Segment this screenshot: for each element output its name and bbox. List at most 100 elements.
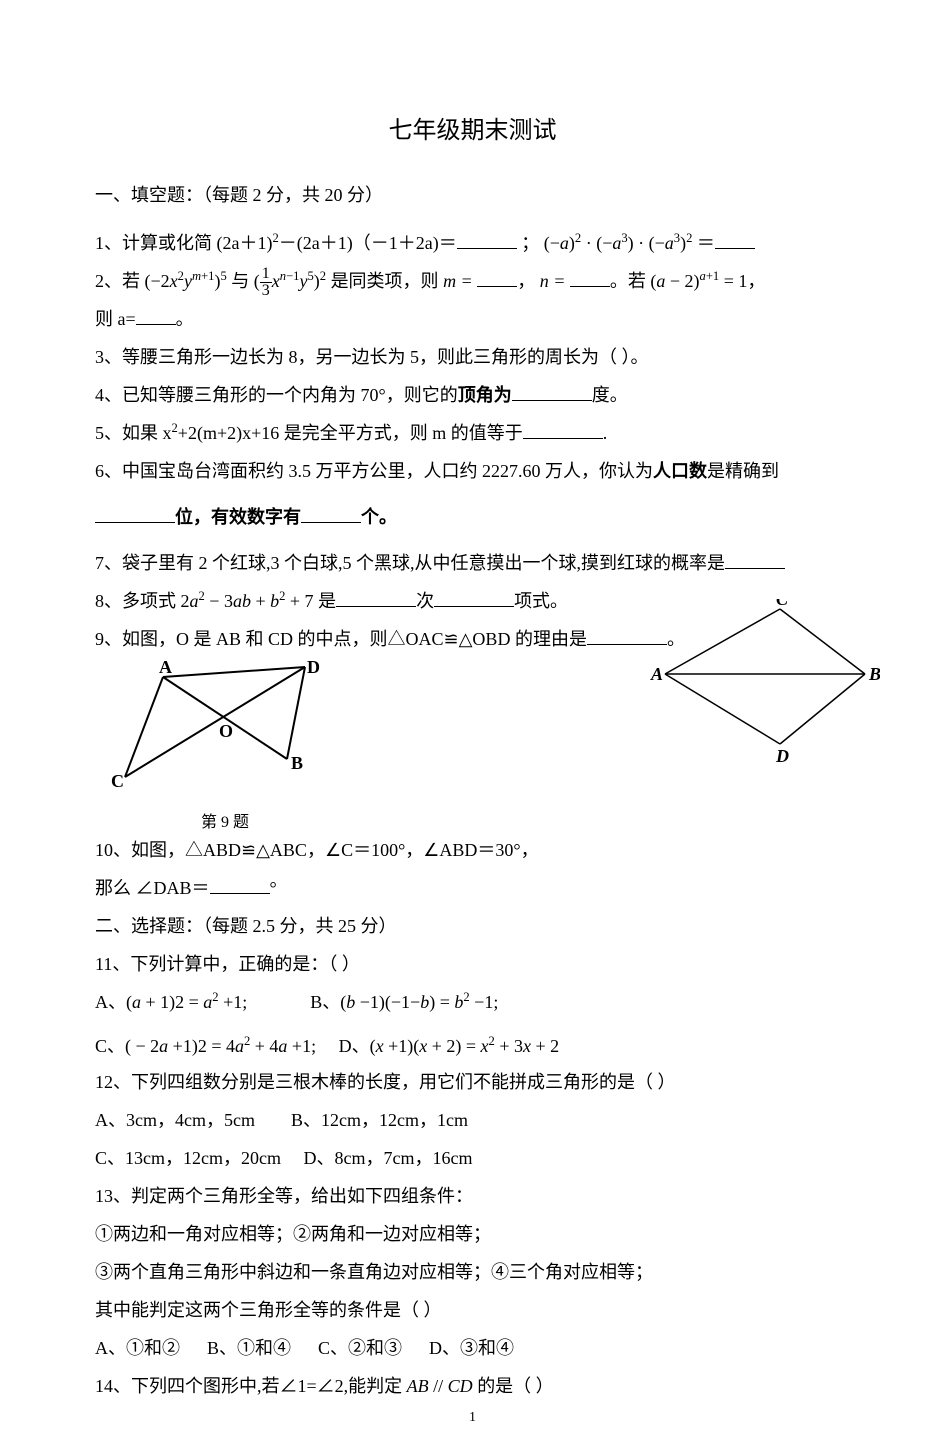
svg-text:A: A	[650, 664, 663, 684]
q2-mid1: 与	[231, 271, 249, 291]
question-4: 4、已知等腰三角形的一个内角为 70°，则它的顶角为度。	[95, 377, 850, 413]
question-2b: 则 a= 。	[95, 301, 850, 337]
figures-row: A D O B C 第 9 题 10、如图，△ABD≌△ABC，∠C＝100°，∠ABD…	[95, 659, 850, 906]
q7a: 7、袋子里有 2 个红球,3 个白球,5 个黑球,从中任意摸出一个球,摸到红球的…	[95, 553, 725, 573]
section-2-header: 二、选择题：（每题 2.5 分，共 25 分）	[95, 908, 850, 944]
question-6b: 位，有效数字有个。	[95, 499, 850, 535]
q12b: B、12cm，12cm，1cm	[291, 1110, 468, 1130]
q2-blank-m	[477, 268, 517, 287]
q2-comma: ，	[517, 271, 535, 291]
q2b-text: 则 a=	[95, 309, 136, 329]
q2-period: 。若	[610, 271, 646, 291]
q8-blank2	[434, 588, 514, 607]
q11a: (a + 1)2 = a2 +1;	[126, 992, 247, 1012]
q11-options-row2: C、( − 2a +1)2 = 4a2 + 4a +1; D、(x +1)(x …	[95, 1028, 850, 1064]
q10-blank	[210, 875, 270, 894]
question-13: 13、判定两个三角形全等，给出如下四组条件：	[95, 1178, 850, 1214]
q4-blank	[512, 382, 592, 401]
question-7: 7、袋子里有 2 个红球,3 个白球,5 个黑球,从中任意摸出一个球,摸到红球的…	[95, 545, 850, 581]
q12c: C、13cm，12cm，20cm	[95, 1148, 281, 1168]
q6c: 是精确到	[707, 461, 779, 481]
q13d: D、③和④	[429, 1338, 514, 1358]
svg-text:A: A	[159, 659, 172, 677]
q10b: 那么 ∠DAB＝	[95, 878, 210, 898]
question-5: 5、如果 x2+2(m+2)x+16 是完全平方式，则 m 的值等于.	[95, 415, 850, 451]
q13-cond3: 其中能判定这两个三角形全等的条件是（ ）	[95, 1292, 850, 1328]
exam-page: 七年级期末测试 一、填空题：（每题 2 分，共 20 分） 1、计算或化简 (2…	[0, 0, 945, 1446]
page-number: 1	[469, 1410, 476, 1426]
q11c-label: C、	[95, 1036, 125, 1056]
q8f: 项式。	[514, 591, 568, 611]
svg-text:C: C	[111, 771, 124, 791]
q6-blank2	[301, 504, 361, 523]
q12d: D、8cm，7cm，16cm	[303, 1148, 472, 1168]
q6-blank1	[95, 504, 175, 523]
q1-text: 1、计算或化简 (2a＋1)	[95, 233, 272, 253]
question-1: 1、计算或化简 (2a＋1)2－(2a＋1)（－1＋2a)＝ ； (−a)2 ·…	[95, 225, 850, 261]
q1-end: ＝	[697, 233, 715, 253]
q11d: (x +1)(x + 2) = x2 + 3x + 2	[370, 1036, 560, 1056]
q1-blank2	[715, 230, 755, 249]
q12-row2: C、13cm，12cm，20cm D、8cm，7cm，16cm	[95, 1140, 850, 1176]
q1-expr2: (−a)2 · (−a3) · (−a3)2	[544, 233, 697, 253]
q13-cond1: ①两边和一角对应相等；②两角和一边对应相等；	[95, 1216, 850, 1252]
q6b: 人口数	[653, 461, 707, 481]
q5b: +2(m+2)x+16 是完全平方式，则 m 的值等于	[178, 423, 523, 443]
q9a: 9、如图，O 是 AB 和 CD 的中点，则△OAC≌△OBD 的理由是	[95, 629, 587, 649]
question-12: 12、下列四组数分别是三根木棒的长度，用它们不能拼成三角形的是（ ）	[95, 1064, 850, 1100]
question-10b: 那么 ∠DAB＝ °	[95, 870, 850, 906]
q2-end: ，	[747, 271, 765, 291]
q14-text: 14、下列四个图形中,若∠1=∠2,能判定 AB // CD 的是（ ）	[95, 1376, 554, 1396]
figure-9-caption: 第 9 题	[95, 808, 355, 832]
q5-blank	[523, 420, 603, 439]
q4b: 顶角为	[458, 385, 512, 405]
q7-blank	[725, 550, 785, 569]
q6e: 个。	[361, 507, 397, 527]
q2-eq1: = 1	[719, 271, 747, 291]
question-14: 14、下列四个图形中,若∠1=∠2,能判定 AB // CD 的是（ ）	[95, 1368, 850, 1404]
q11a-label: A、	[95, 992, 126, 1012]
q10c: °	[270, 878, 277, 898]
q13a: A、①和②	[95, 1338, 180, 1358]
question-11: 11、下列计算中，正确的是：（ ）	[95, 946, 850, 982]
q1-mid1: －(2a＋1)（－1＋2a)＝	[279, 233, 457, 253]
q2-m: m =	[443, 271, 473, 291]
q13-options: A、①和② B、①和④ C、②和③ D、③和④	[95, 1330, 850, 1366]
q8d: 是	[318, 591, 336, 611]
figure-10-svg: A B C D	[650, 599, 880, 769]
q2b-end: 。	[176, 309, 194, 329]
svg-text:B: B	[291, 753, 303, 773]
svg-text:O: O	[219, 721, 233, 741]
q11-options-row1: A、(a + 1)2 = a2 +1; B、(b −1)(−1−b) = b2 …	[95, 984, 850, 1020]
svg-text:C: C	[776, 599, 789, 609]
q2-expr3: (a − 2)a+1	[650, 271, 719, 291]
q5c: .	[603, 423, 608, 443]
figure-9-box: ADOBC 第 9 题	[95, 659, 355, 832]
q1-mid2: ；	[521, 233, 539, 253]
q2-expr2: (13xn−1y5)2	[254, 271, 326, 291]
figure-9-svg: ADOBC	[95, 659, 345, 799]
q5a: 5、如果 x	[95, 423, 172, 443]
question-2: 2、若 (−2x2ym+1)5 与 (13xn−1y5)2 是同类项，则 m =…	[95, 263, 850, 299]
q2-pre: 2、若	[95, 271, 140, 291]
section-1-header: 一、填空题：（每题 2 分，共 20 分）	[95, 181, 850, 207]
q6a: 6、中国宝岛台湾面积约 3.5 万平方公里，人口约 2227.60 万人，你认为	[95, 461, 653, 481]
q2-mid2: 是同类项，则	[331, 271, 439, 291]
q13b: B、①和④	[207, 1338, 291, 1358]
question-10a: 10、如图，△ABD≌△ABC，∠C＝100°，∠ABD＝30°，	[95, 832, 850, 868]
q4a: 4、已知等腰三角形的一个内角为 70°，则它的	[95, 385, 458, 405]
q8e: 次	[416, 591, 434, 611]
q2b-blank	[136, 306, 176, 325]
q11b: (b −1)(−1−b) = b2 −1;	[340, 992, 498, 1012]
q11d-label: D、	[339, 1036, 370, 1056]
question-6: 6、中国宝岛台湾面积约 3.5 万平方公里，人口约 2227.60 万人，你认为…	[95, 453, 850, 489]
question-3: 3、等腰三角形一边长为 8，另一边长为 5，则此三角形的周长为（ ）。	[95, 339, 850, 375]
q8a: 8、多项式	[95, 591, 176, 611]
svg-text:B: B	[868, 664, 880, 684]
q2-n: n =	[540, 271, 566, 291]
q2-expr1: (−2x2ym+1)5	[145, 271, 227, 291]
page-title: 七年级期末测试	[95, 110, 850, 145]
svg-text:D: D	[775, 746, 789, 766]
q11b-label: B、	[310, 992, 340, 1012]
q2-blank-n	[570, 268, 610, 287]
